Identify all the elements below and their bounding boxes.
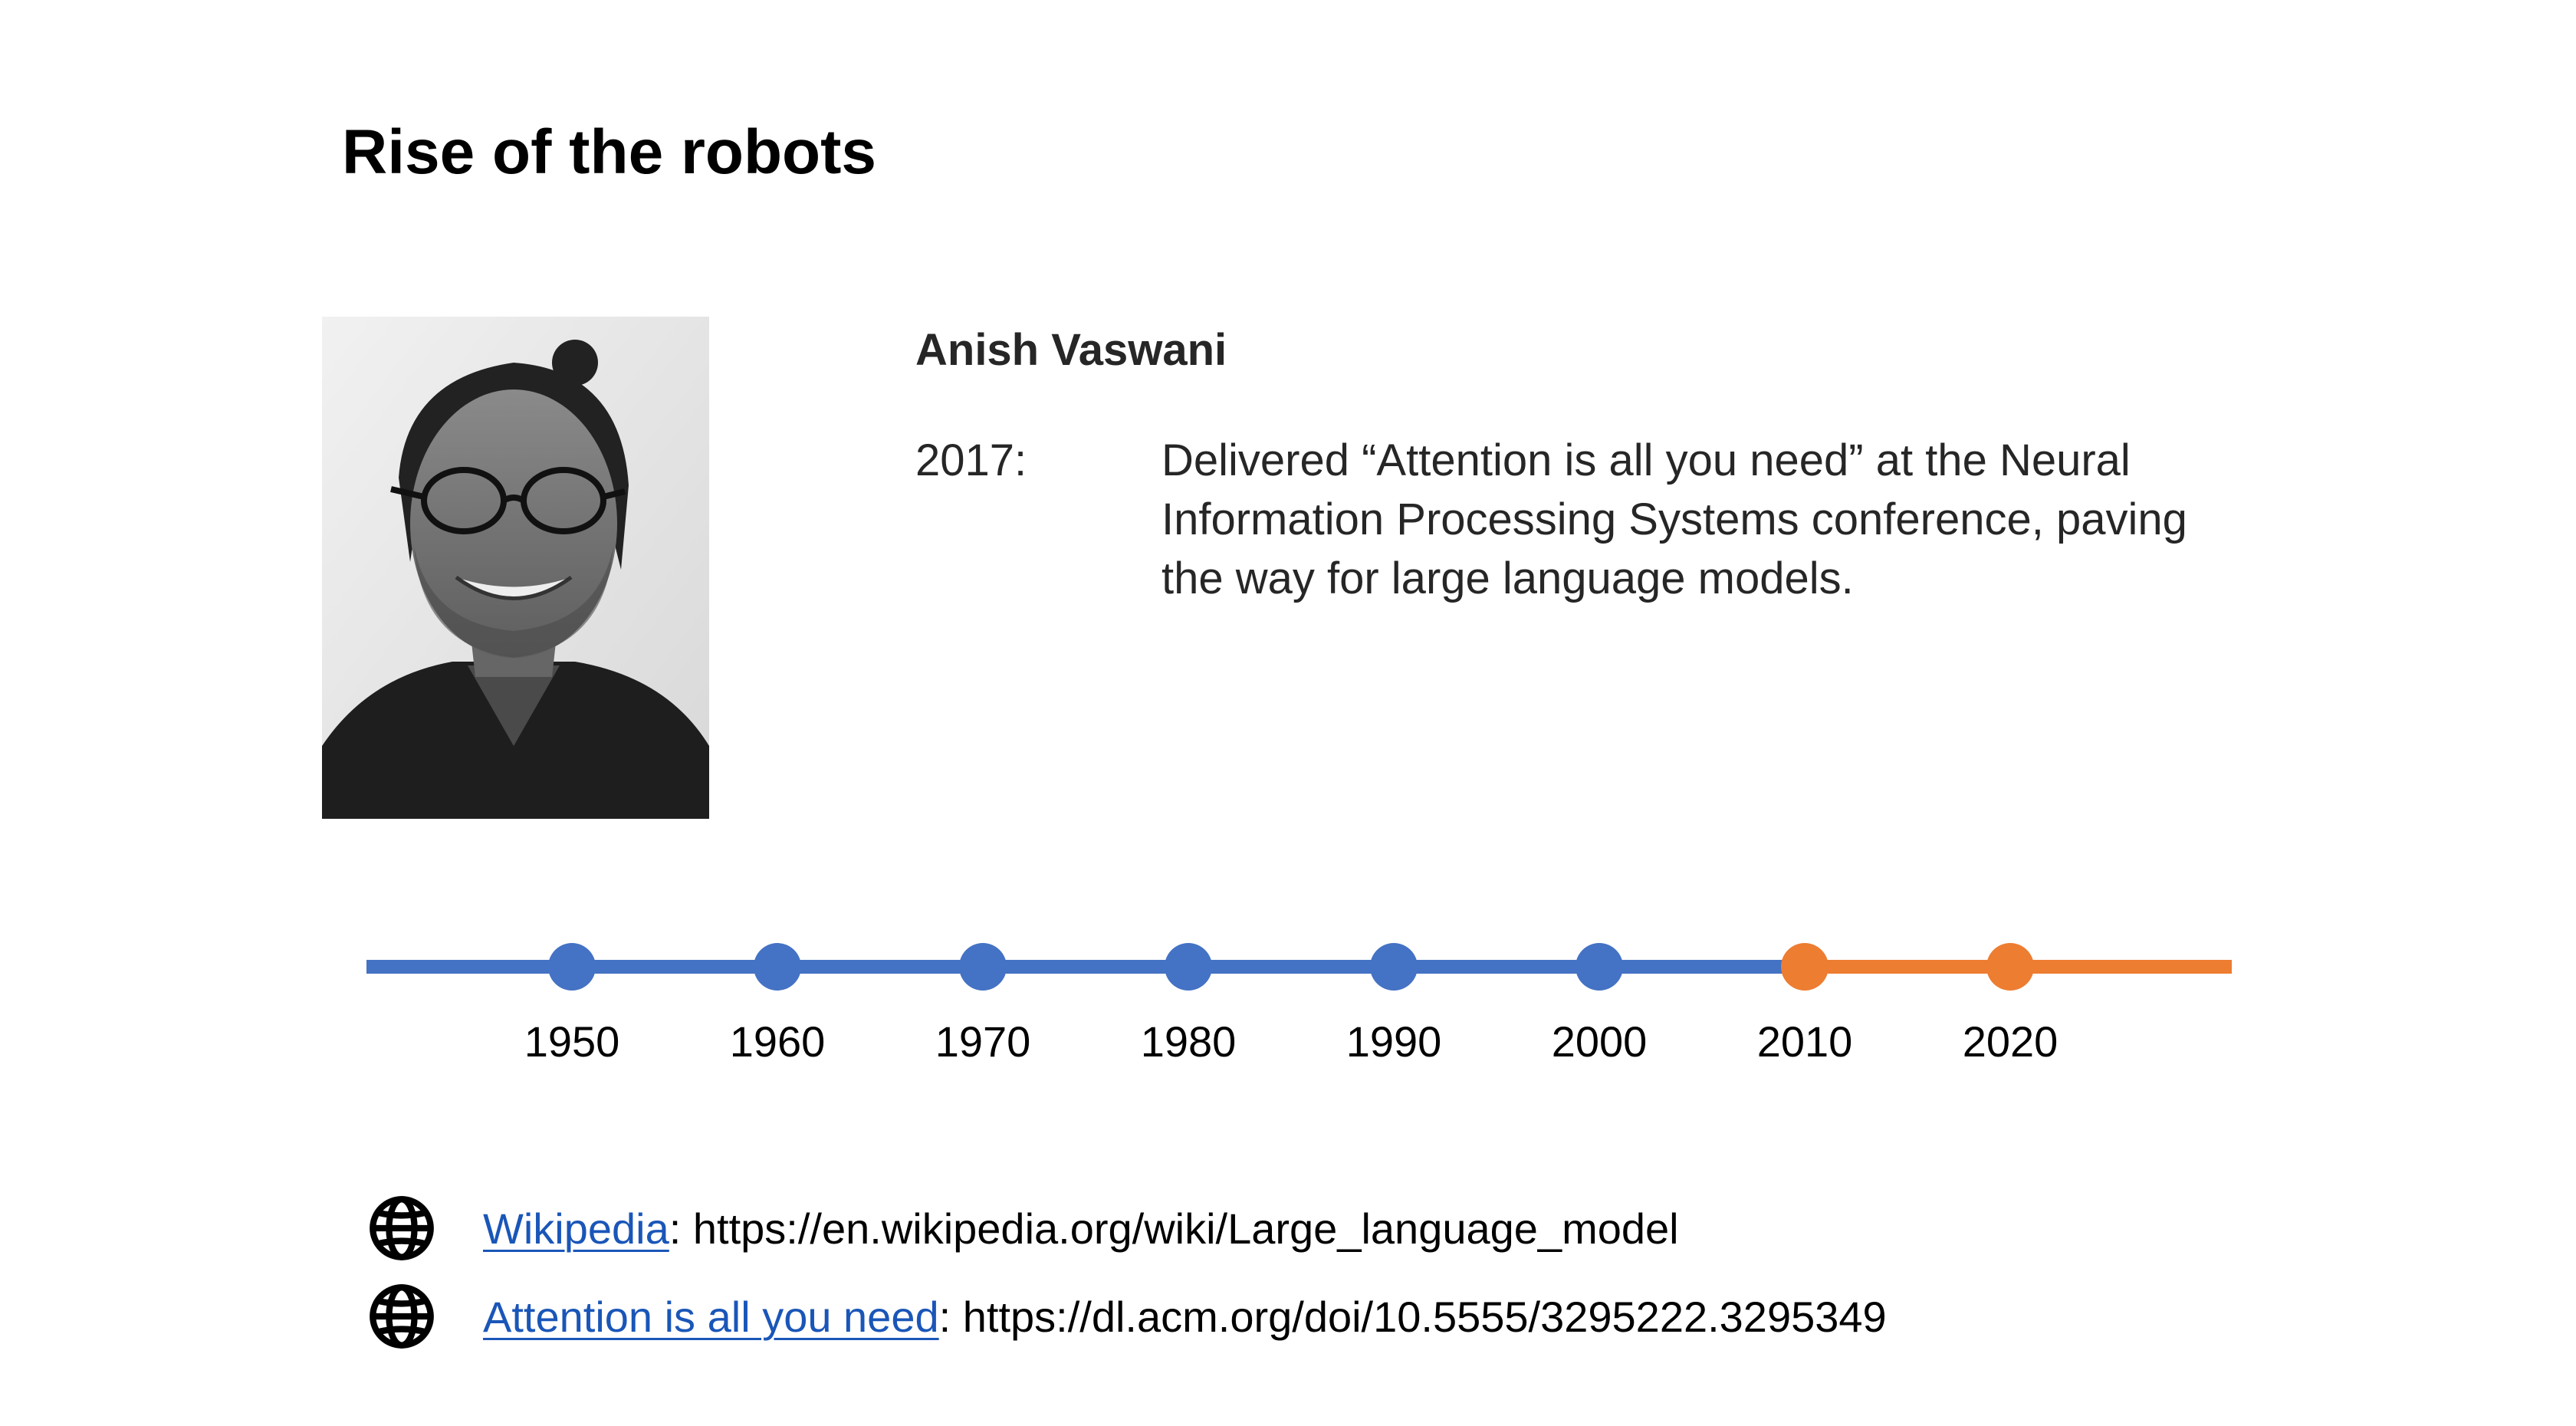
globe-icon [366,1193,437,1263]
event-description: Delivered “Attention is all you need” at… [1162,435,2187,603]
timeline-marker-2000 [1576,943,1623,991]
wikipedia-link[interactable]: Wikipedia [483,1204,669,1253]
timeline-year-label: 1990 [1346,1017,1442,1066]
timeline-marker-2020 [1986,943,2034,991]
timeline-marker-1980 [1165,943,1212,991]
timeline-year-label: 1960 [730,1017,826,1066]
timeline-markers: 1950 1960 1970 1980 1990 2000 2010 2020 [524,943,2058,1066]
timeline-year-label: 1970 [935,1017,1031,1066]
timeline-year-label: 2020 [1963,1017,2058,1066]
attention-paper-url: : https://dl.acm.org/doi/10.5555/3295222… [938,1292,1887,1341]
globe-icon [366,1281,437,1352]
attention-paper-link[interactable]: Attention is all you need [483,1292,939,1341]
slide-title: Rise of the robots [342,117,877,187]
timeline-year-label: 2010 [1757,1017,1853,1066]
timeline-marker-2010 [1781,943,1829,991]
event-year: 2017: [915,435,1027,485]
timeline-marker-1960 [754,943,801,991]
timeline-year-label: 1950 [524,1017,620,1066]
timeline-marker-1950 [548,943,596,991]
portrait-photo [322,317,709,819]
timeline-year-label: 2000 [1552,1017,1648,1066]
timeline-marker-1990 [1370,943,1418,991]
person-name: Anish Vaswani [915,325,1227,375]
reference-row: Attention is all you need : https://dl.a… [366,1278,1887,1355]
timeline-marker-1970 [959,943,1007,991]
timeline-year-label: 1980 [1141,1017,1237,1066]
wikipedia-url: : https://en.wikipedia.org/wiki/Large_la… [669,1204,1679,1253]
reference-row: Wikipedia : https://en.wikipedia.org/wik… [366,1190,1679,1267]
